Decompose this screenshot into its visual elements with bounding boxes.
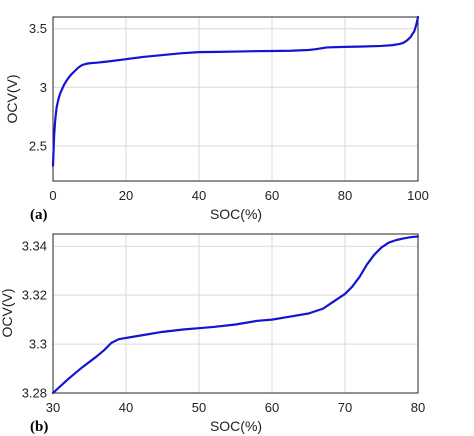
plot-frame-a	[52, 16, 419, 182]
x-tick-labels-b: 30 40 50 60 70 80	[46, 400, 425, 415]
x-tick-label: 40	[119, 400, 133, 415]
panel-label-b: (b)	[30, 419, 48, 435]
x-axis-label-a: SOC(%)	[210, 206, 262, 222]
x-tick-labels-a: 0 20 40 60 80 100	[49, 188, 428, 203]
x-tick-label: 60	[265, 400, 279, 415]
ocv-curve-b	[51, 235, 420, 395]
x-tick-label: 100	[407, 188, 429, 203]
y-tick-label: 3.3	[29, 337, 47, 352]
x-tick-label: 80	[411, 400, 425, 415]
x-tick-label: 70	[338, 400, 352, 415]
grid-b	[52, 234, 419, 394]
y-tick-label: 3.5	[29, 21, 47, 36]
y-tick-label: 2.5	[29, 138, 47, 153]
y-axis-label-b: OCV(V)	[0, 289, 15, 338]
x-tick-label: 40	[192, 188, 206, 203]
x-tick-label: 20	[119, 188, 133, 203]
grid-a	[52, 17, 419, 181]
y-axis-label-a: OCV(V)	[4, 75, 20, 124]
x-tick-label: 50	[192, 400, 206, 415]
x-tick-label: 80	[338, 188, 352, 203]
panel-label-a: (a)	[30, 207, 48, 223]
x-axis-label-b: SOC(%)	[210, 418, 262, 434]
y-tick-labels-a: 2.5 3 3.5	[29, 21, 47, 153]
x-tick-label: 30	[46, 400, 60, 415]
y-tick-label: 3.32	[22, 288, 47, 303]
x-tick-label: 60	[265, 188, 279, 203]
y-tick-label: 3	[40, 80, 47, 95]
y-tick-label: 3.34	[22, 239, 47, 254]
x-tick-label: 0	[49, 188, 56, 203]
y-tick-label: 3.28	[22, 386, 47, 401]
chart-panel-b: 30 40 50 60 70 80 3.28 3.3 3.32 3.34 OCV(V) SOC(…	[0, 233, 425, 435]
ocv-curve-a	[51, 15, 420, 167]
plot-frame-b	[52, 233, 419, 394]
y-tick-labels-b: 3.28 3.3 3.32 3.34	[22, 239, 47, 401]
chart-panel-a: 0 20 40 60 80 100 2.5 3 3.5 OCV(V) SOC(%) (a)	[4, 15, 429, 223]
